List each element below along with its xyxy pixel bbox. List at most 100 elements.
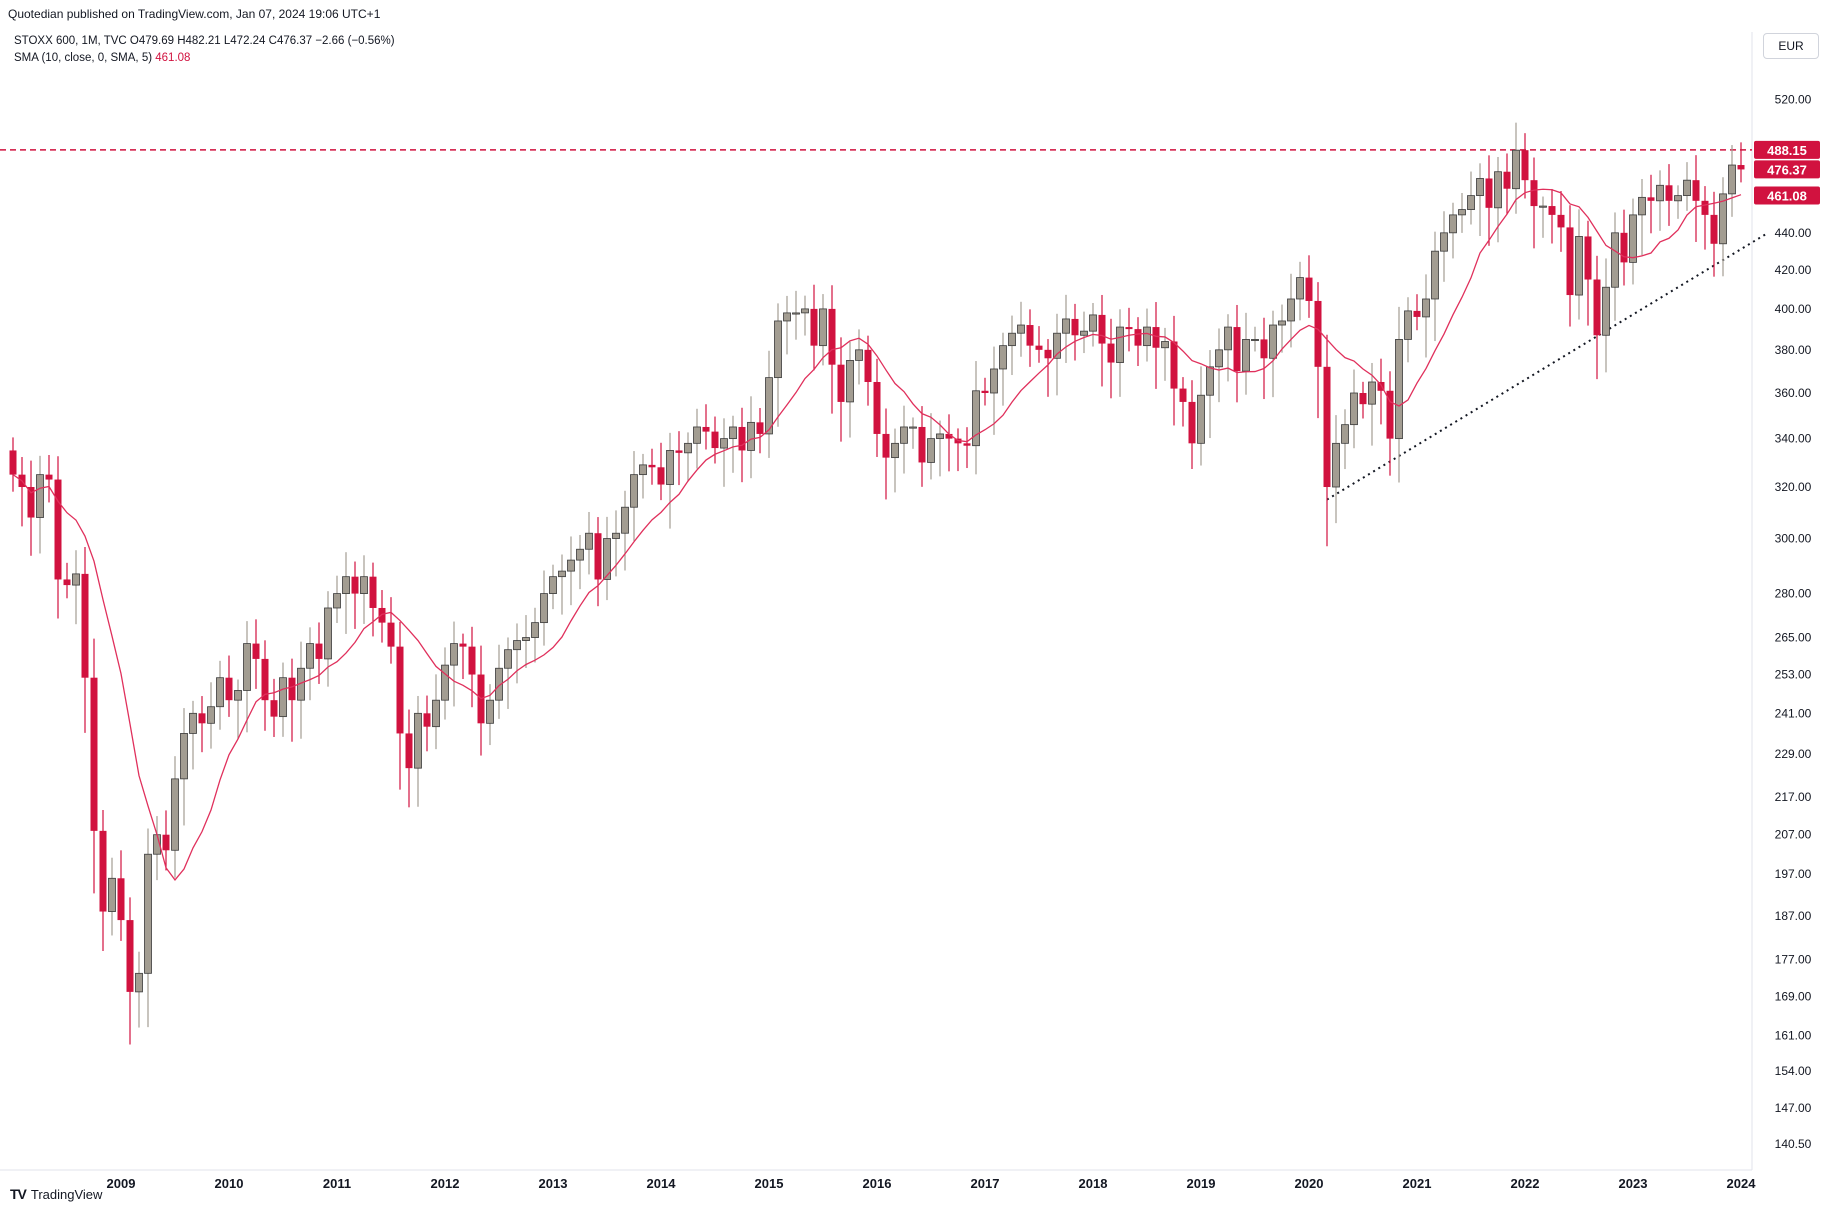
published-info: Quotedian published on TradingView.com, … <box>8 7 381 21</box>
candle <box>1701 186 1709 250</box>
candle-body <box>1584 236 1592 280</box>
candle <box>108 857 116 936</box>
candle <box>225 655 233 717</box>
candle-body <box>990 368 998 394</box>
candle-body <box>1134 329 1142 346</box>
candle-body <box>1692 180 1700 201</box>
candle-body <box>234 690 242 701</box>
candle <box>801 295 809 336</box>
candle-body <box>99 830 107 912</box>
candle-body <box>855 349 863 361</box>
candle-body <box>1071 318 1079 336</box>
y-tick-label: 420.00 <box>1775 263 1812 277</box>
candle <box>1161 327 1169 381</box>
candle-body <box>1242 339 1250 372</box>
candle-body <box>513 640 521 651</box>
candle-body <box>441 664 449 701</box>
candle <box>918 406 926 487</box>
tradingview-logo-icon: TV <box>10 1186 27 1202</box>
candle-body <box>729 426 737 440</box>
tradingview-brand[interactable]: TV TradingView <box>10 1186 102 1202</box>
candle-body <box>837 364 845 402</box>
candle-body <box>1719 193 1727 245</box>
candle-body <box>927 438 935 463</box>
candle-body <box>1629 214 1637 263</box>
candle-body <box>117 878 125 921</box>
candle <box>792 290 800 340</box>
candle <box>1134 317 1142 367</box>
candle <box>1035 326 1043 363</box>
candle <box>72 550 80 625</box>
candle-body <box>1044 349 1052 359</box>
candle <box>1269 310 1277 398</box>
candle-body <box>1143 326 1151 347</box>
candle-body <box>423 713 431 727</box>
candle <box>531 607 539 663</box>
candle-body <box>1737 165 1745 170</box>
x-tick-label: 2023 <box>1619 1176 1648 1191</box>
candle-body <box>747 421 755 451</box>
candle <box>1215 328 1223 403</box>
candle-body <box>1053 332 1061 359</box>
candle-body <box>1251 339 1259 342</box>
candle <box>297 641 305 739</box>
candle-body <box>198 713 206 724</box>
candle <box>135 951 143 1028</box>
candle <box>126 897 134 1045</box>
candle-body <box>1080 330 1088 336</box>
candle-body <box>621 506 629 534</box>
candle-body <box>135 972 143 993</box>
candle <box>432 674 440 750</box>
price-label: 488.15 <box>1767 143 1807 158</box>
candle <box>360 555 368 624</box>
candle-body <box>36 474 44 518</box>
candle-body <box>333 593 341 609</box>
candle-body <box>54 479 62 580</box>
candle-body <box>1215 349 1223 368</box>
candle <box>936 420 944 477</box>
candle-body <box>1170 341 1178 389</box>
candle <box>1431 231 1439 342</box>
candle-body <box>918 426 926 463</box>
candle <box>495 644 503 719</box>
currency-button[interactable]: EUR <box>1763 33 1819 59</box>
candle <box>351 561 359 629</box>
y-tick-label: 161.00 <box>1775 1028 1812 1042</box>
candle <box>540 570 548 646</box>
candle-body <box>1530 180 1538 207</box>
candle-body <box>693 426 701 444</box>
candle-body <box>1287 298 1295 322</box>
candle <box>144 828 152 1028</box>
candle-body <box>972 390 980 447</box>
candle-body <box>1098 314 1106 344</box>
candle <box>909 417 917 449</box>
candle <box>1440 211 1448 282</box>
candle <box>1170 315 1178 426</box>
candle <box>846 341 854 438</box>
y-tick-label: 140.50 <box>1775 1137 1812 1151</box>
candle-body <box>1638 196 1646 216</box>
candle-body <box>558 570 566 578</box>
candle <box>1044 339 1052 397</box>
candle-body <box>1494 171 1502 209</box>
candle-body <box>1395 339 1403 440</box>
candle <box>954 428 962 472</box>
candle-body <box>630 474 638 508</box>
candle <box>1125 307 1133 352</box>
candle-body <box>1665 185 1673 201</box>
candle <box>1494 156 1502 243</box>
candle <box>1008 315 1016 376</box>
price-label: 461.08 <box>1767 188 1807 203</box>
y-tick-label: 169.00 <box>1775 990 1812 1004</box>
candle <box>1692 155 1700 242</box>
candle <box>1305 255 1313 318</box>
sma-label: SMA (10, close, 0, SMA, 5) <box>14 52 153 64</box>
y-tick-label: 380.00 <box>1775 343 1812 357</box>
candle <box>18 457 26 527</box>
candle-body <box>1359 392 1367 405</box>
candle <box>1620 209 1628 286</box>
candle <box>945 414 953 472</box>
candle <box>468 626 476 708</box>
candle-body <box>1701 200 1709 215</box>
